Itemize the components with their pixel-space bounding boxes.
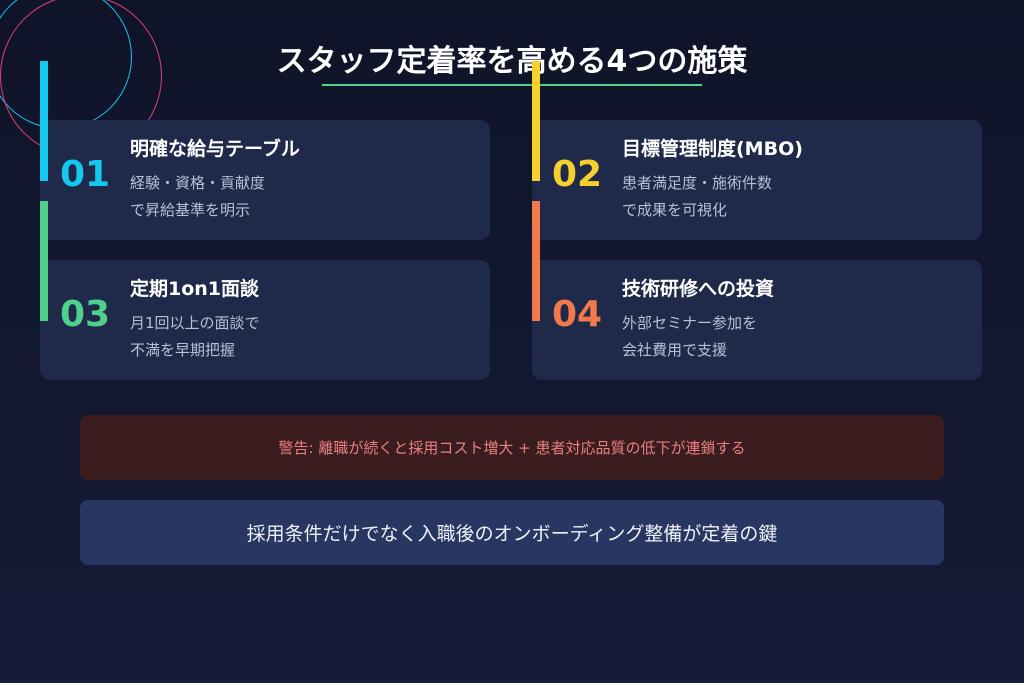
accent-bar-yellow — [532, 61, 540, 181]
card-number: 03 — [60, 294, 111, 335]
card-description: 患者満足度・施術件数 で成果を可視化 — [622, 170, 772, 224]
warning-text: 警告: 離職が続くと採用コスト増大 + 患者対応品質の低下が連鎖する — [278, 439, 746, 457]
warning-banner: 警告: 離職が続くと採用コスト増大 + 患者対応品質の低下が連鎖する — [80, 415, 944, 480]
card-02: 02 目標管理制度(MBO) 患者満足度・施術件数 で成果を可視化 — [532, 120, 982, 240]
desc-line: 会社費用で支援 — [622, 341, 728, 359]
card-03: 03 定期1on1面談 月1回以上の面談で 不満を早期把握 — [40, 260, 490, 380]
desc-line: で昇給基準を明示 — [130, 201, 251, 219]
card-number: 04 — [552, 294, 603, 335]
card-number: 02 — [552, 154, 603, 195]
desc-line: 経験・資格・貢献度 — [130, 174, 266, 192]
card-title: 技術研修への投資 — [622, 278, 775, 300]
card-title: 明確な給与テーブル — [130, 138, 300, 160]
accent-bar-orange — [532, 201, 540, 321]
card-title: 目標管理制度(MBO) — [622, 138, 803, 160]
key-message-text: 採用条件だけでなく入職後のオンボーディング整備が定着の鍵 — [246, 523, 778, 545]
desc-line: 患者満足度・施術件数 — [622, 174, 773, 192]
card-title: 定期1on1面談 — [130, 278, 260, 300]
accent-bar-green — [40, 201, 48, 321]
desc-line: で成果を可視化 — [622, 201, 728, 219]
card-description: 外部セミナー参加を 会社費用で支援 — [622, 310, 757, 364]
title-underline — [322, 84, 702, 86]
desc-line: 月1回以上の面談で — [130, 314, 260, 332]
card-description: 月1回以上の面談で 不満を早期把握 — [130, 310, 260, 364]
accent-bar-cyan — [40, 61, 48, 181]
desc-line: 外部セミナー参加を — [622, 314, 758, 332]
card-04: 04 技術研修への投資 外部セミナー参加を 会社費用で支援 — [532, 260, 982, 380]
card-number: 01 — [60, 154, 111, 195]
card-description: 経験・資格・貢献度 で昇給基準を明示 — [130, 170, 265, 224]
page-title: スタッフ定着率を高める4つの施策 — [276, 44, 748, 79]
key-message-banner: 採用条件だけでなく入職後のオンボーディング整備が定着の鍵 — [80, 500, 944, 565]
card-01: 01 明確な給与テーブル 経験・資格・貢献度 で昇給基準を明示 — [40, 120, 490, 240]
desc-line: 不満を早期把握 — [130, 341, 236, 359]
